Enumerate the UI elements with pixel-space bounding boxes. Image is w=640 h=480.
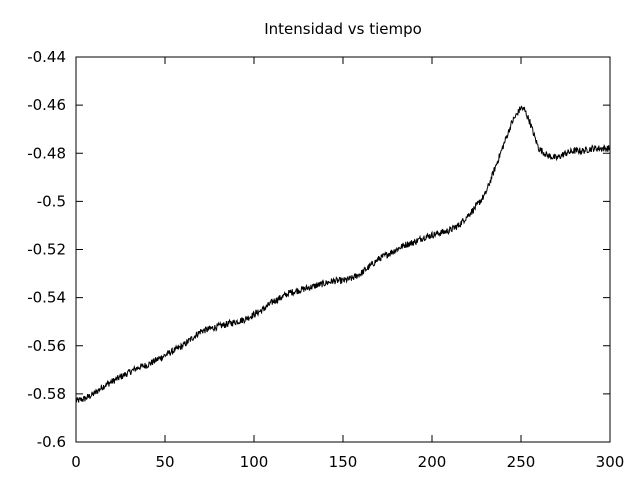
- y-tick-label: -0.58: [27, 385, 66, 403]
- y-tick-label: -0.44: [27, 48, 66, 66]
- x-tick-label: 200: [418, 453, 447, 471]
- plot-frame: [75, 56, 611, 443]
- y-tick-label: -0.5: [37, 192, 66, 210]
- axis-ticks: [75, 56, 611, 443]
- y-tick-label: -0.48: [27, 144, 66, 162]
- x-tick-label: 0: [71, 453, 81, 471]
- x-tick-label: 150: [329, 453, 358, 471]
- chart-title: Intensidad vs tiempo: [264, 20, 422, 38]
- axis-tick-labels: 0 50 100 150 200 250 300 -0.6 -0.58 -0.56 -0.54 -0.…: [27, 48, 624, 471]
- y-tick-label: -0.54: [27, 289, 66, 307]
- y-tick-label: -0.52: [27, 241, 66, 259]
- series-line-intensidad: [75, 105, 611, 403]
- x-tick-label: 300: [596, 453, 625, 471]
- x-tick-label: 250: [507, 453, 536, 471]
- y-tick-label: -0.46: [27, 96, 66, 114]
- y-tick-label: -0.56: [27, 337, 66, 355]
- x-tick-label: 100: [240, 453, 269, 471]
- y-tick-label: -0.6: [37, 433, 66, 451]
- x-tick-label: 50: [155, 453, 174, 471]
